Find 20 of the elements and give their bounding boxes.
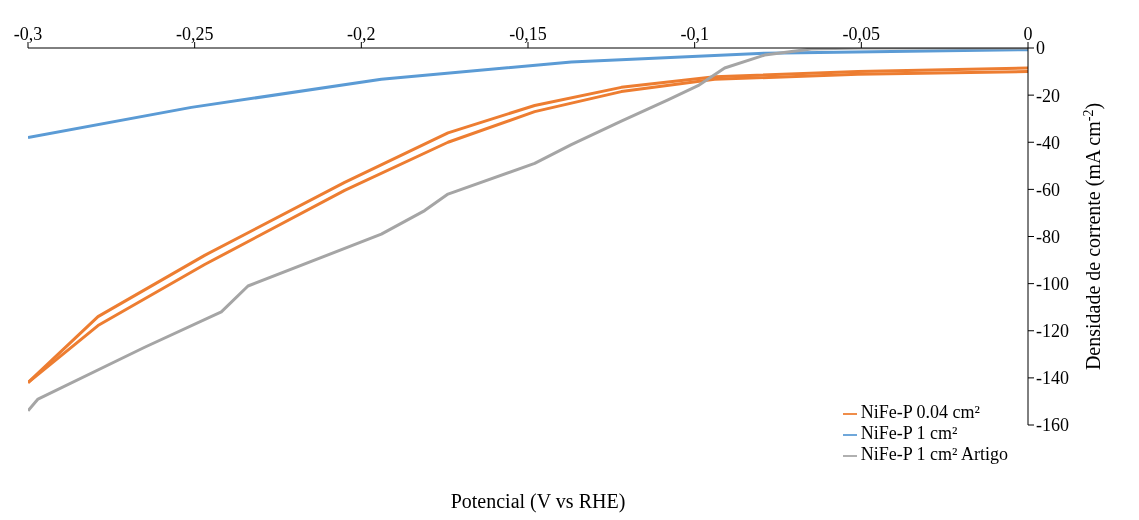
y-tick-label: -100 bbox=[1036, 274, 1069, 295]
y-tick-label: -160 bbox=[1036, 415, 1069, 436]
x-tick-label: -0,2 bbox=[347, 24, 376, 44]
legend-label: NiFe-P 1 cm² bbox=[860, 423, 958, 443]
legend-label: NiFe-P 0.04 cm² bbox=[860, 402, 980, 422]
y-tick-label: -60 bbox=[1036, 179, 1060, 200]
x-tick-label: -0,15 bbox=[509, 24, 547, 44]
x-tick-label: -0,3 bbox=[13, 24, 43, 44]
y-tick-label: -140 bbox=[1036, 368, 1069, 389]
y-tick-label: 0 bbox=[1036, 38, 1045, 59]
x-tick-label: 0 bbox=[1023, 24, 1033, 44]
y-tick-label: -20 bbox=[1036, 85, 1060, 106]
x-tick-label: -0,25 bbox=[175, 24, 214, 44]
y-tick-label: -120 bbox=[1036, 321, 1069, 342]
x-tick-label: -0,1 bbox=[680, 24, 709, 44]
y-tick-label: -80 bbox=[1036, 226, 1060, 247]
x-axis-title: Potencial (V vs RHE) bbox=[449, 490, 627, 513]
legend-label: NiFe-P 1 cm² Artigo bbox=[860, 444, 1008, 464]
x-tick-label: -0,05 bbox=[842, 24, 881, 44]
y-tick-label: -40 bbox=[1036, 132, 1060, 153]
